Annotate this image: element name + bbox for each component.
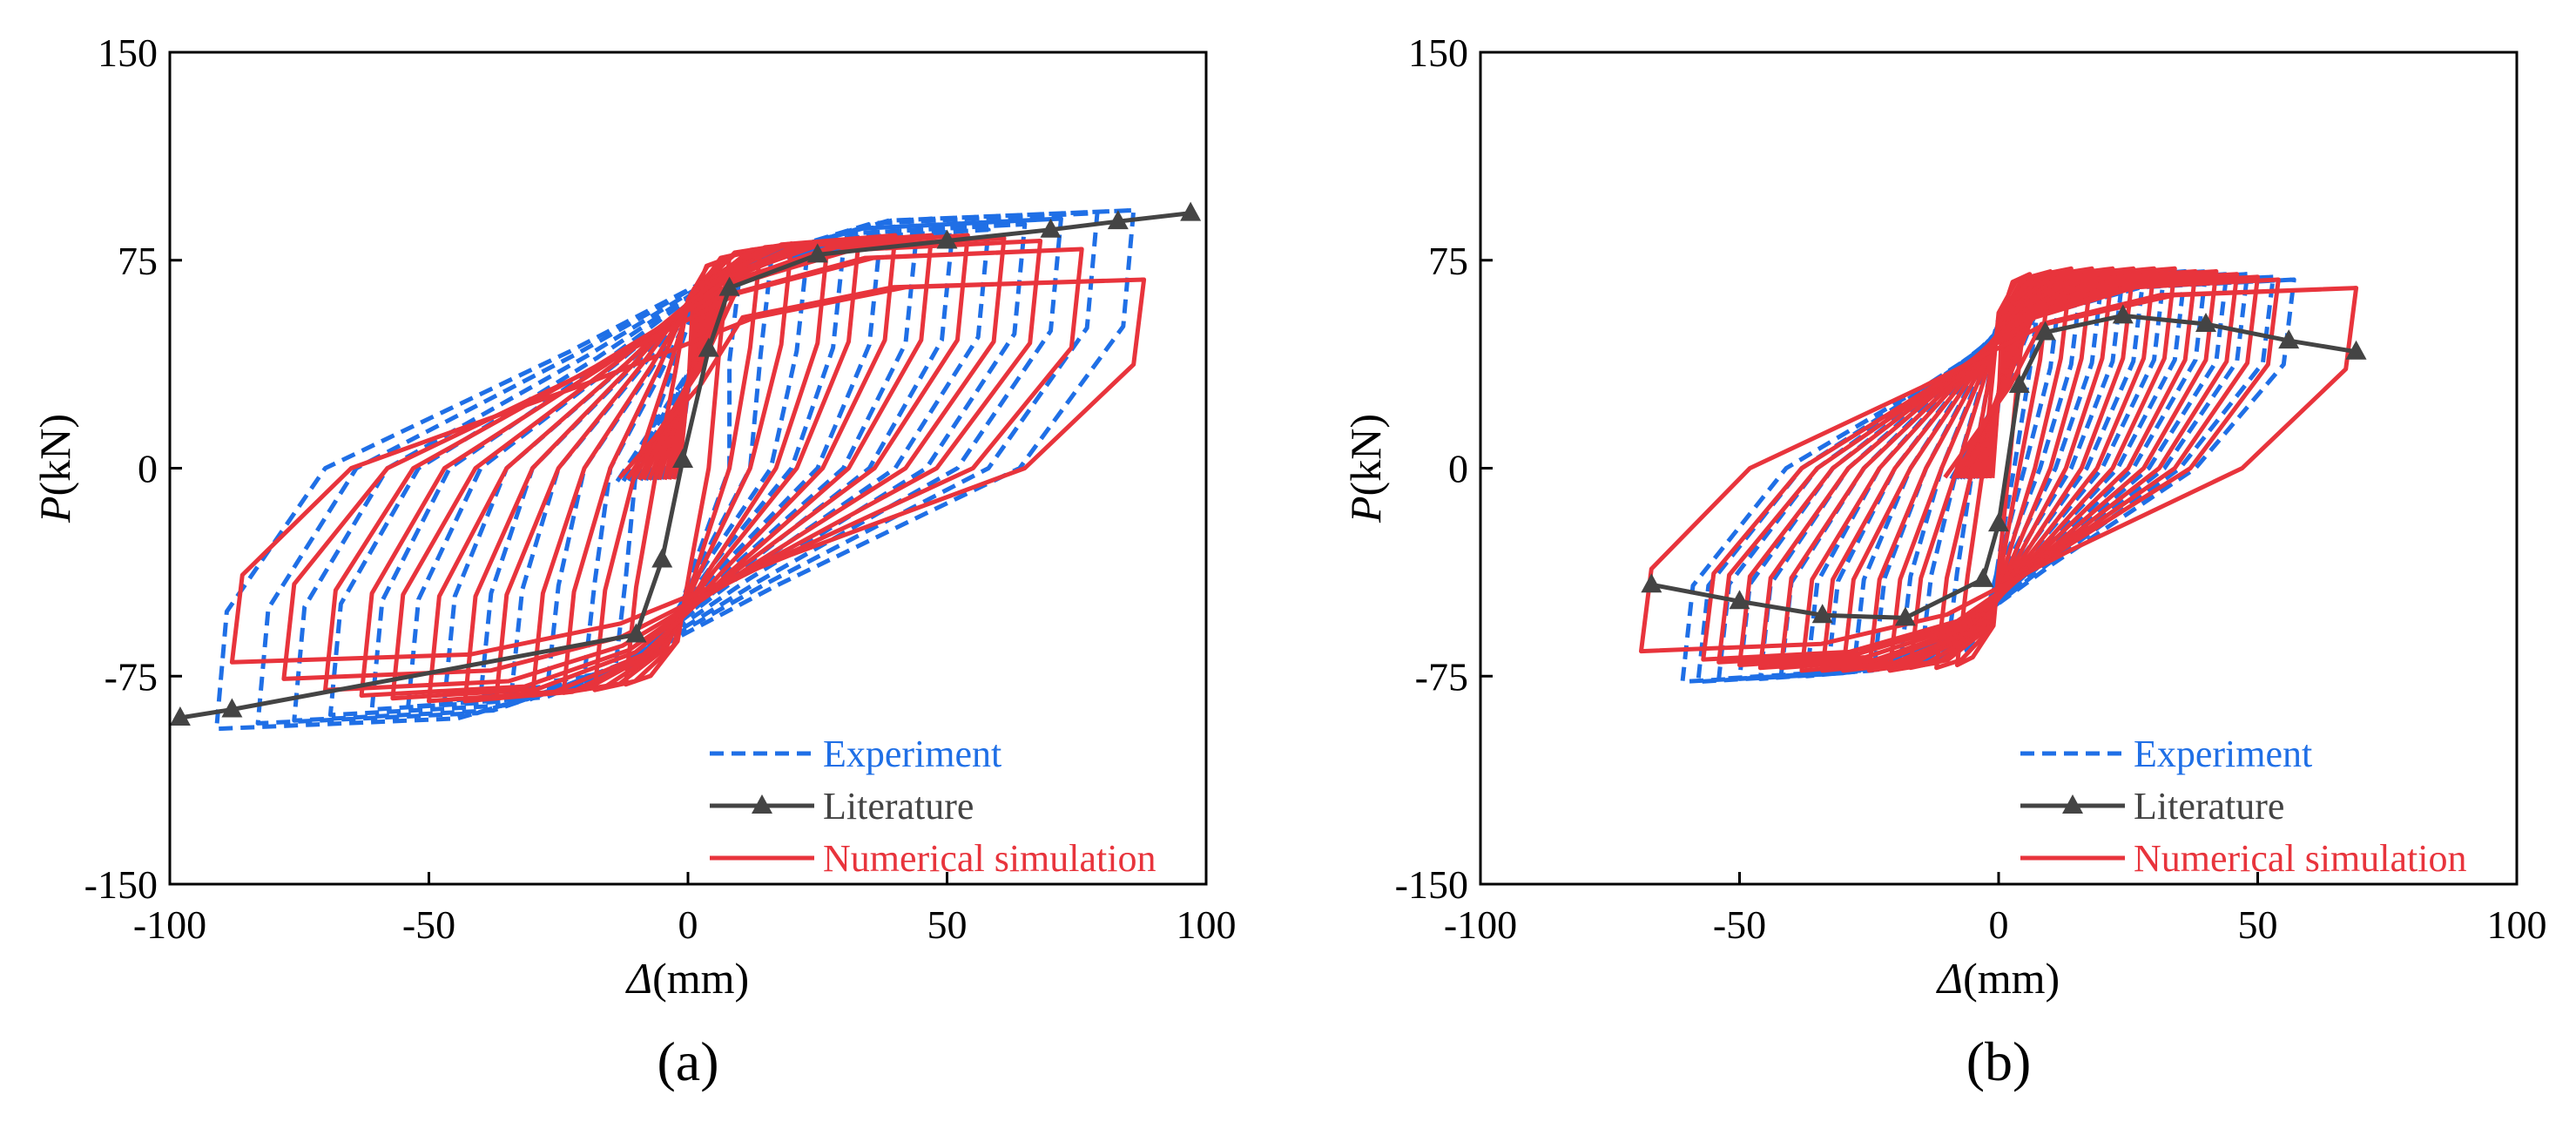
literature-marker [1894, 606, 1916, 626]
literature-marker [651, 548, 673, 568]
literature-marker [1641, 573, 1662, 593]
plot-area [170, 201, 1202, 732]
x-tick-label: 50 [2238, 902, 2278, 947]
literature-marker [1972, 567, 1994, 587]
x-tick-label: -50 [1713, 902, 1766, 947]
legend-label: Experiment [823, 733, 1001, 775]
literature-marker [221, 698, 243, 718]
literature-marker [2195, 312, 2216, 332]
literature-marker [1107, 210, 1129, 230]
literature-marker [1040, 218, 1062, 238]
simulation-loop [530, 239, 831, 698]
y-axis-label: P(kN) [30, 414, 79, 524]
literature-marker [2008, 374, 2030, 393]
legend: Experiment Literature Numerical simulation [2020, 733, 2466, 880]
literature-marker [1988, 512, 2009, 532]
y-tick-label: -150 [1395, 862, 1468, 907]
literature-marker [2112, 304, 2134, 324]
y-tick-label: -150 [84, 862, 158, 907]
legend-label: Numerical simulation [2134, 837, 2466, 880]
simulation-loop [1934, 269, 2053, 671]
y-tick-label: -75 [105, 654, 158, 699]
panel-label: (a) [657, 1030, 718, 1092]
literature-marker [2278, 329, 2300, 349]
y-tick-label: 150 [98, 30, 158, 75]
legend-literature-marker [752, 794, 772, 814]
x-tick-label: 0 [1989, 902, 2009, 947]
x-axis-unit: (mm) [652, 954, 749, 1003]
x-axis-symbol: Δ [1936, 954, 1963, 1003]
y-tick-label: 150 [1408, 30, 1468, 75]
y-axis-symbol: P [1341, 496, 1390, 524]
y-axis-unit: (kN) [1341, 414, 1390, 496]
x-tick-label: -100 [1444, 902, 1517, 947]
legend-label: Experiment [2134, 733, 2312, 775]
legend-label: Literature [823, 785, 974, 828]
literature-line [1650, 313, 2357, 620]
literature-marker [1729, 590, 1750, 610]
literature-marker [718, 276, 740, 296]
legend: Experiment Literature Numerical simulation [710, 733, 1156, 880]
literature-line [179, 211, 1191, 720]
simulation-loop [494, 235, 861, 701]
literature-marker [698, 337, 719, 357]
legend-label: Numerical simulation [823, 837, 1156, 880]
literature-marker [2345, 340, 2367, 360]
legend-literature-marker [2062, 794, 2083, 814]
panel-a: -100 -50 0 50 100 150 75 0 -75 -150 Δ(mm) P(kN) (a) E… [30, 30, 1237, 1092]
x-tick-label: -100 [133, 902, 206, 947]
y-tick-label: -75 [1415, 654, 1468, 699]
literature-marker [936, 229, 958, 249]
simulation-loop [229, 277, 1147, 665]
literature-marker [806, 243, 828, 263]
x-axis-label: Δ(mm) [1936, 954, 2060, 1003]
literature-marker [2034, 321, 2056, 341]
y-tick-label: 0 [138, 447, 158, 491]
x-tick-label: -50 [402, 902, 455, 947]
y-axis-unit: (kN) [30, 414, 79, 496]
x-axis-unit: (mm) [1963, 954, 2060, 1003]
plot-area [1639, 266, 2367, 685]
x-axis-symbol: Δ [625, 954, 652, 1003]
panel-b: -100 -50 0 50 100 150 75 0 -75 -150 Δ(mm) P(kN) (b) E… [1341, 30, 2547, 1092]
y-axis-label: P(kN) [1341, 414, 1390, 524]
y-tick-label: 75 [118, 239, 158, 283]
simulation-loop [561, 241, 794, 695]
y-tick-label: 75 [1428, 239, 1468, 283]
literature-marker [1811, 604, 1833, 624]
literature-marker [170, 706, 191, 726]
simulation-loop [1639, 286, 2359, 654]
literature-marker [672, 448, 694, 468]
x-tick-label: 100 [2487, 902, 2547, 947]
plot-frame [1479, 51, 2519, 886]
y-axis-symbol: P [30, 496, 79, 524]
legend-label: Literature [2134, 785, 2284, 828]
experiment-loop [214, 207, 1136, 732]
panel-label: (b) [1966, 1030, 2032, 1092]
x-tick-label: 50 [927, 902, 968, 947]
literature-marker [625, 623, 647, 643]
simulation-loop [592, 247, 763, 692]
x-tick-label: 0 [678, 902, 698, 947]
x-tick-label: 100 [1177, 902, 1237, 947]
literature-marker [1180, 201, 1202, 221]
x-axis-label: Δ(mm) [625, 954, 749, 1003]
y-tick-label: 0 [1448, 447, 1468, 491]
